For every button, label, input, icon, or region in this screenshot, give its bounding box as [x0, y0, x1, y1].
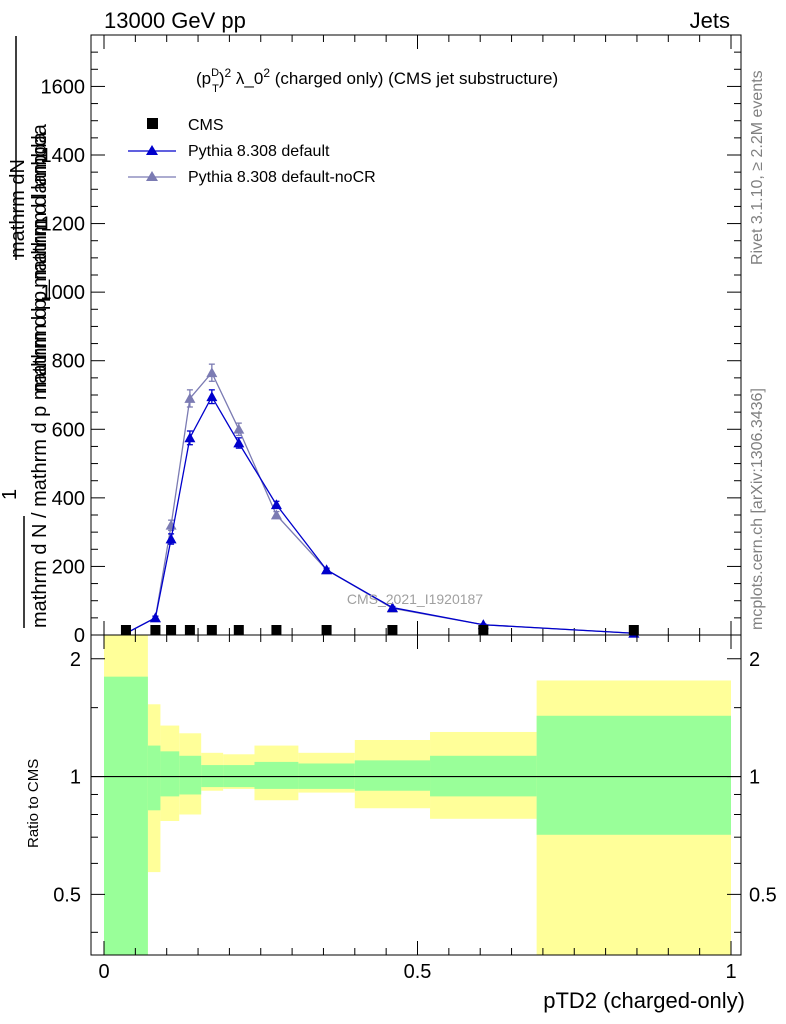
ylabel-den: mathrm d N / mathrm d p mathrm d p_mathr…: [29, 131, 51, 628]
ratio-ytick-label-right: 0.5: [749, 884, 777, 906]
main-ytick-label: 1000: [41, 282, 86, 304]
cms-point: [150, 625, 161, 635]
series-point-0: [206, 391, 218, 402]
legend-default-marker: [146, 145, 158, 155]
cms-point: [206, 625, 217, 635]
main-ytick-label: 200: [52, 556, 85, 578]
series-point-1: [233, 423, 245, 434]
cms-point: [184, 625, 195, 635]
series-point-0: [321, 564, 333, 575]
rivet-label: Rivet 3.1.10, ≥ 2.2M events: [749, 70, 766, 265]
cms-point: [321, 625, 332, 635]
cms-point: [478, 625, 489, 635]
legend-cms-label: CMS: [188, 117, 224, 134]
main-plot: 0 200 400 600 800 1000 1200 1400 1600: [41, 34, 742, 647]
series-point-0: [165, 533, 177, 544]
main-ytick-label: 1400: [41, 145, 86, 167]
plot-title: (pD T)2 λ_02 (charged only) (CMS jet subs…: [196, 66, 558, 95]
ratio-ytick-label: 1: [70, 767, 81, 789]
legend-cms-marker: [147, 118, 158, 129]
cms-point: [120, 625, 131, 635]
ratio-xtick-label: 0.5: [404, 961, 432, 983]
ylabel-den-one: 1: [0, 489, 21, 500]
ratio-ytick-label-right: 1: [749, 767, 760, 789]
ratio-ytick-label: 2: [70, 649, 81, 671]
ratio-plot: 0.5 0.5 1 1 2 2 0 0.5 1: [53, 634, 777, 983]
legend-default-label: Pythia 8.308 default: [188, 143, 330, 160]
cms-point: [387, 625, 398, 635]
ratio-bands: [91, 635, 741, 955]
main-series: [120, 363, 640, 638]
main-ylabel: mathrm dN mathrm d p_mathrm d lambda 1 m…: [0, 36, 51, 628]
main-ytick-label: 1600: [41, 76, 86, 98]
header-right: Jets: [690, 8, 730, 33]
ratio-ticks: 0.5 0.5 1 1 2 2 0 0.5 1: [53, 635, 777, 983]
watermark: CMS_2021_I1920187: [347, 591, 483, 607]
series-point-0: [386, 602, 398, 612]
ratio-band-green: [179, 755, 202, 795]
cms-point: [271, 625, 282, 635]
cms-point: [166, 625, 177, 635]
ratio-band-green: [536, 715, 731, 835]
ratio-ytick-label-right: 2: [749, 649, 760, 671]
ylabel-num-b: mathrm d p_mathrm d lambda: [29, 123, 51, 392]
main-ticks: 0 200 400 600 800 1000 1200 1400 1600: [41, 35, 741, 647]
ratio-band-green: [147, 745, 161, 811]
legend-nocr-label: Pythia 8.308 default-noCR: [188, 169, 376, 186]
header-left: 13000 GeV pp: [104, 8, 246, 33]
main-ytick-label: 1200: [41, 214, 86, 236]
ratio-frame: [90, 634, 742, 956]
ratio-band-green: [160, 751, 180, 797]
series-point-0: [149, 612, 161, 623]
ylabel-num: mathrm dN: [7, 159, 29, 258]
main-ytick-label: 600: [52, 419, 85, 441]
ratio-band-green: [354, 760, 431, 791]
series-point-1: [184, 392, 196, 403]
ratio-ytick-label: 0.5: [53, 884, 81, 906]
cms-point: [628, 625, 639, 635]
ratio-xtick-label: 0: [98, 961, 109, 983]
ratio-xtick-label: 1: [725, 961, 736, 983]
main-ytick-label: 400: [52, 488, 85, 510]
ratio-ylabel: Ratio to CMS: [25, 759, 42, 848]
series-point-0: [270, 499, 282, 510]
legend: CMS Pythia 8.308 default Pythia 8.308 de…: [128, 117, 376, 186]
series-point-1: [270, 509, 282, 520]
ratio-band-green: [254, 761, 299, 789]
xlabel: pTD2 (charged-only): [543, 988, 745, 1013]
main-ytick-label: 800: [52, 351, 85, 373]
main-ytick-label: 0: [74, 625, 85, 647]
series-point-0: [184, 432, 196, 443]
series-point-0: [233, 437, 245, 448]
legend-nocr-marker: [146, 171, 158, 181]
mcplots-label: mcplots.cern.ch [arXiv:1306.3436]: [749, 388, 766, 630]
series-point-1: [206, 367, 218, 378]
cms-point: [233, 625, 244, 635]
ratio-band-green: [104, 676, 148, 955]
